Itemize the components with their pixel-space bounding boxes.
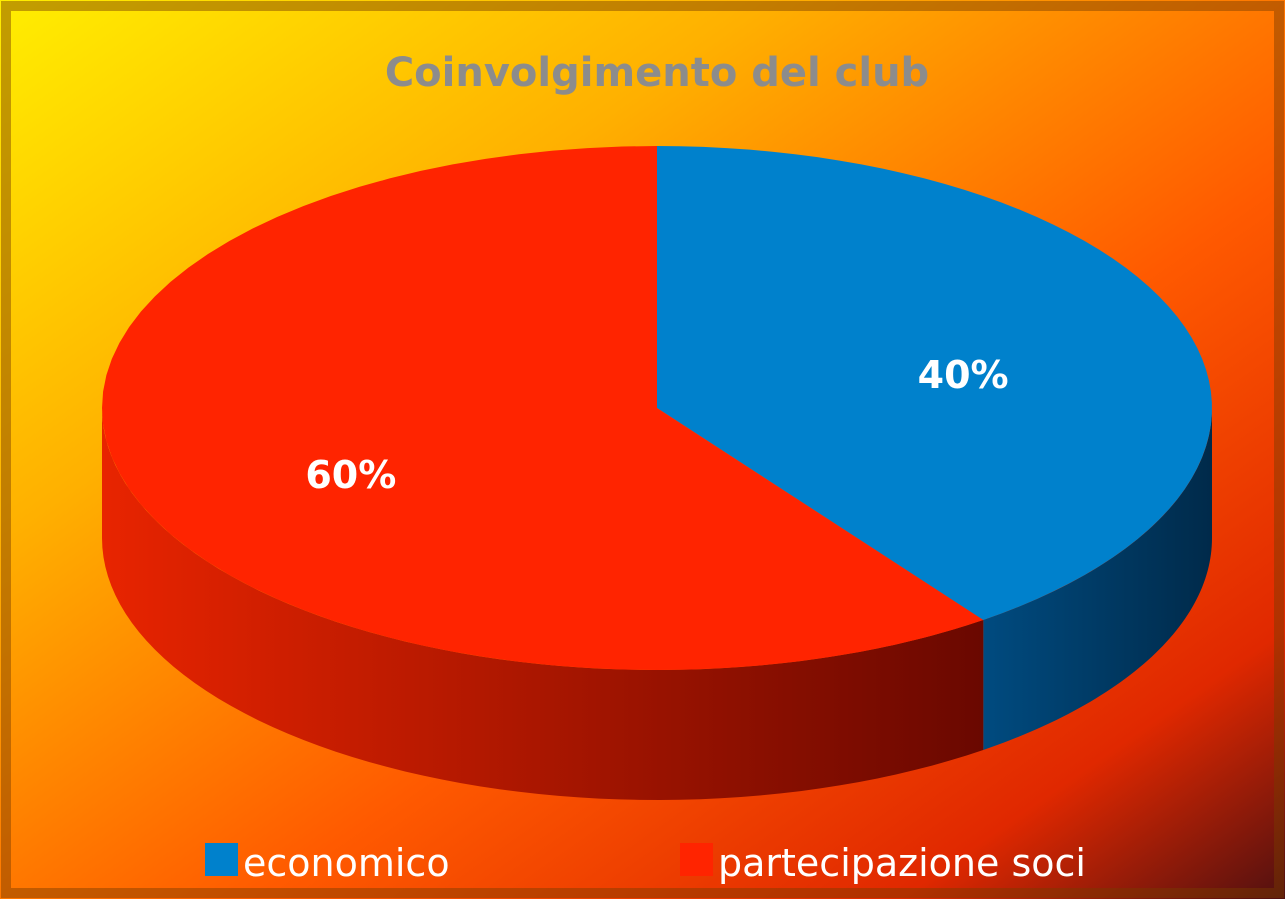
pie-slice xyxy=(657,146,1212,620)
legend-label: economico xyxy=(243,841,450,885)
pie-side xyxy=(102,408,984,800)
pie-slice xyxy=(102,146,984,670)
chart-title: Coinvolgimento del club xyxy=(385,50,929,96)
pie-side xyxy=(983,408,1212,750)
value-label: 40% xyxy=(918,353,1009,397)
legend-label: partecipazione soci xyxy=(718,841,1086,885)
legend: economico partecipazione soci xyxy=(205,841,1086,885)
value-label: 60% xyxy=(305,453,396,497)
pie xyxy=(102,146,1212,800)
labels: 40% 60% xyxy=(305,353,1008,497)
legend-swatch xyxy=(680,843,713,876)
legend-swatch xyxy=(205,843,238,876)
